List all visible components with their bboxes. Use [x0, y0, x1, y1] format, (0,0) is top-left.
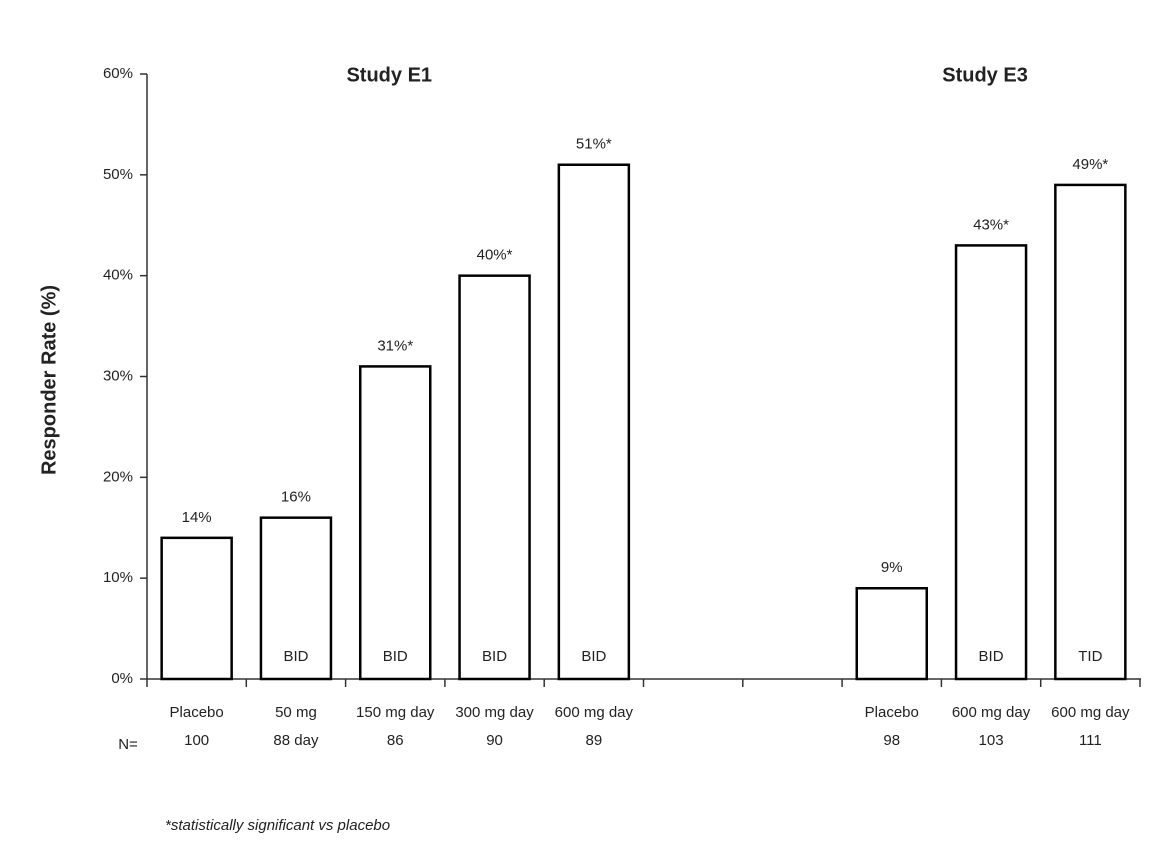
y-tick-label: 20%	[103, 468, 133, 485]
bar	[160, 536, 233, 681]
x-tick-label: 600 mg day	[555, 704, 634, 721]
x-tick-label: 50 mg	[275, 704, 317, 721]
regimen-label: BID	[383, 648, 408, 665]
n-label: N=	[118, 736, 138, 753]
regimen-label: BID	[482, 648, 507, 665]
sample-size: 89	[586, 732, 603, 749]
footnote: *statistically significant vs placebo	[165, 817, 390, 834]
value-label: 43%*	[973, 216, 1009, 233]
sample-size: 86	[387, 732, 404, 749]
x-tick-label: 150 mg day	[356, 704, 435, 721]
value-label: 16%	[281, 489, 311, 506]
sample-size: 111	[1079, 732, 1102, 749]
value-label: 40%*	[477, 247, 513, 264]
x-tick-label: 600 mg day	[952, 704, 1031, 721]
y-tick-label: 10%	[103, 569, 133, 586]
regimen-label: BID	[979, 648, 1004, 665]
study-label: Study E1	[346, 64, 432, 86]
y-axis-label: Responder Rate (%)	[38, 285, 60, 475]
x-tick-label: 300 mg day	[455, 704, 534, 721]
bar	[557, 163, 631, 681]
bar	[855, 587, 928, 681]
value-label: 49%*	[1072, 156, 1108, 173]
bar	[359, 365, 432, 681]
regimen-label: BID	[283, 648, 308, 665]
value-label: 9%	[881, 559, 903, 576]
x-tick-label: Placebo	[170, 704, 224, 721]
regimen-label: TID	[1078, 648, 1102, 665]
bar	[954, 244, 1028, 681]
value-label: 31%*	[377, 337, 413, 354]
sample-size: 100	[184, 732, 209, 749]
study-label: Study E3	[942, 64, 1028, 86]
regimen-label: BID	[581, 648, 606, 665]
value-label: 14%	[182, 509, 212, 526]
y-tick-label: 40%	[103, 267, 133, 284]
x-tick-label: Placebo	[865, 704, 919, 721]
sample-size: 103	[979, 732, 1004, 749]
y-tick-label: 50%	[103, 166, 133, 183]
x-tick-label: 600 mg day	[1051, 704, 1130, 721]
value-label: 51%*	[576, 136, 612, 153]
y-tick-label: 30%	[103, 367, 133, 384]
bar	[259, 516, 333, 681]
sample-size: 90	[486, 732, 503, 749]
sample-size: 88 day	[273, 732, 319, 749]
y-tick-label: 0%	[111, 670, 133, 687]
y-tick-label: 60%	[103, 65, 133, 82]
bar	[1054, 183, 1127, 681]
bar	[458, 274, 531, 681]
sample-size: 98	[883, 732, 900, 749]
